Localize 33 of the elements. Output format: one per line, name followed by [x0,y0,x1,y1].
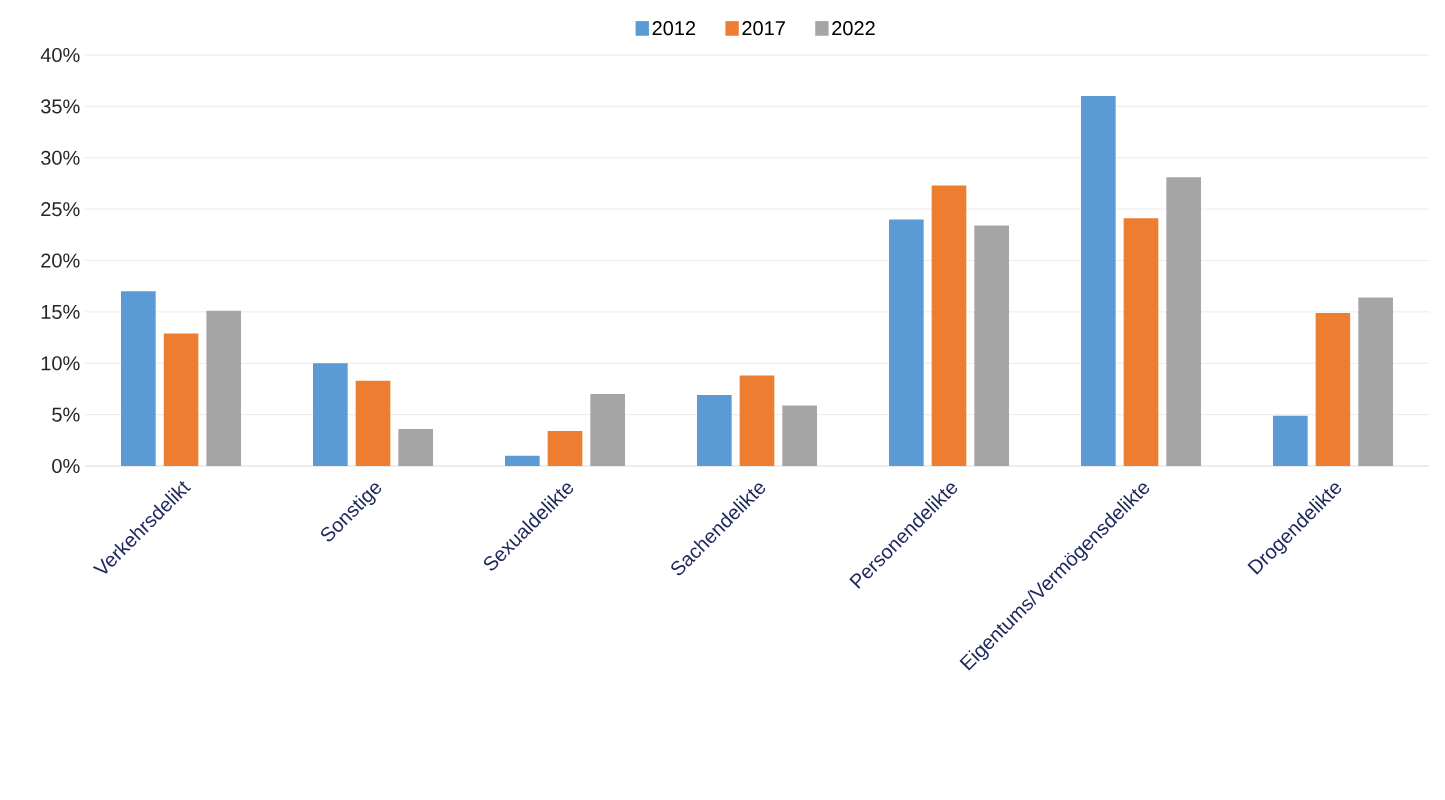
bar [163,333,199,466]
bar [505,455,540,466]
bar [931,185,967,466]
y-tick-label: 10% [41,356,80,371]
y-tick-label: 30% [41,150,80,165]
bar [1080,96,1116,466]
legend-label: 2012 [652,21,696,36]
bar [398,429,433,466]
y-tick-label: 5% [52,407,80,422]
bar [547,431,583,466]
bar [1272,415,1308,466]
bar [1166,177,1201,466]
legend-label: 2017 [742,21,785,36]
y-tick-label: 40% [40,47,80,63]
bar [739,375,775,466]
bar [355,380,391,466]
bar [974,225,1009,466]
bar [888,219,924,466]
y-tick-label: 25% [41,202,80,217]
bar [1358,297,1393,466]
y-tick-label: 0% [52,458,80,474]
bar [590,394,625,466]
bar [313,363,348,466]
bar [206,310,241,466]
y-tick-label: 35% [41,99,80,114]
y-tick-label: 15% [41,304,80,319]
legend-label: 2022 [832,21,875,36]
bar [782,405,817,466]
bar [1123,218,1159,466]
bar [1315,312,1351,466]
bar [697,395,732,466]
bar [121,291,156,466]
y-tick-label: 20% [41,253,80,268]
